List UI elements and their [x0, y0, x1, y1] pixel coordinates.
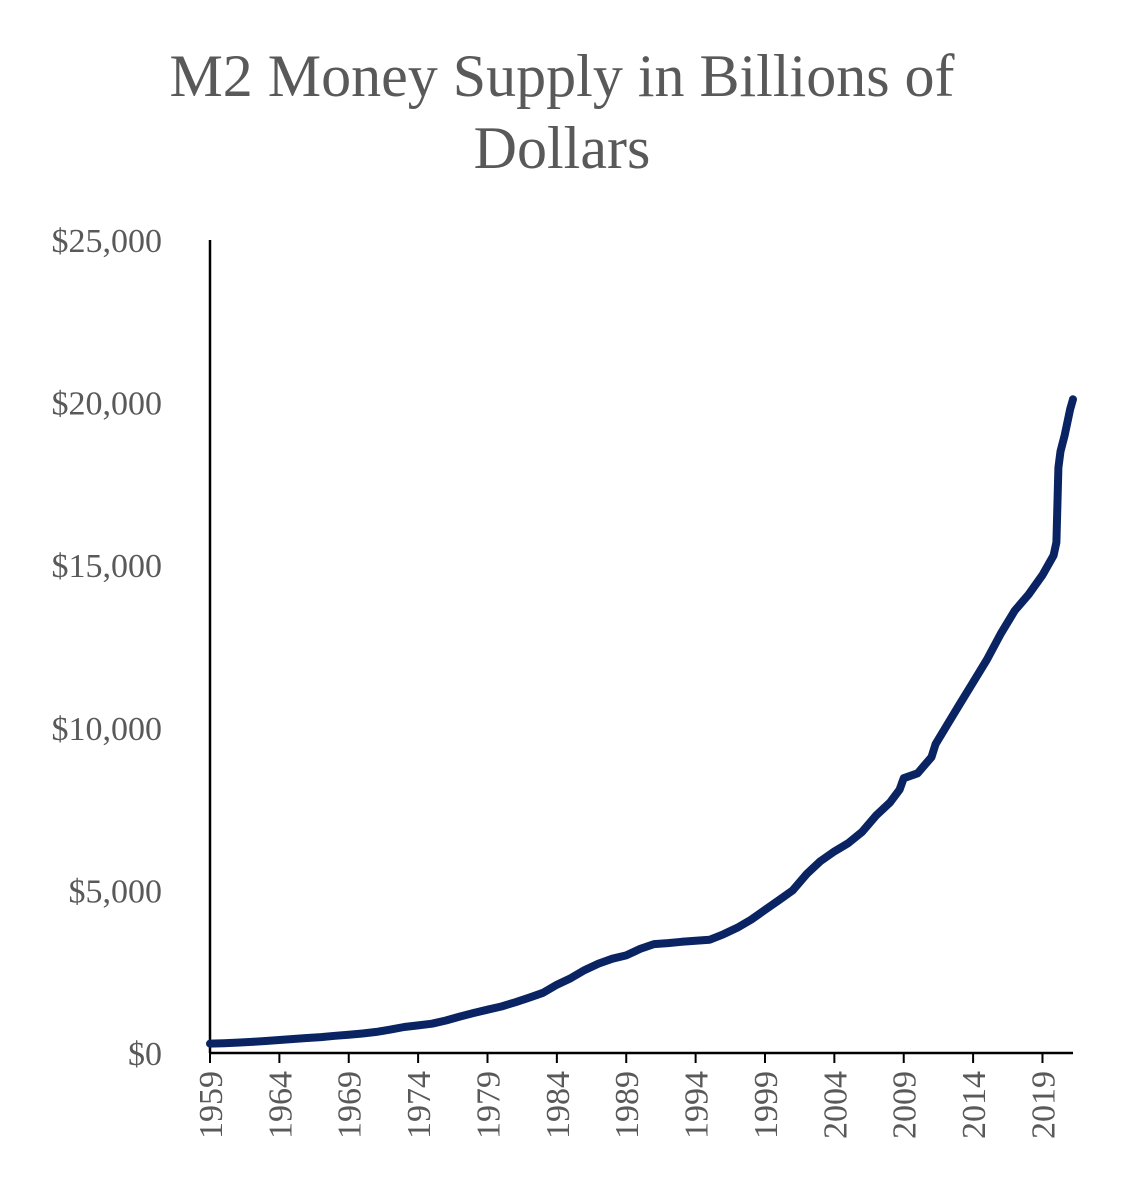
series-group [206, 395, 1077, 1048]
y-tick-label: $20,000 [52, 386, 163, 423]
chart-title-line-2: Dollars [474, 115, 651, 181]
x-tick-label: 2014 [956, 1071, 993, 1139]
y-tick-label: $5,000 [69, 873, 163, 910]
x-tick-label: 1989 [609, 1071, 646, 1139]
chart-title-line-1: M2 Money Supply in Billions of [169, 43, 954, 109]
x-tick-label: 1969 [332, 1071, 369, 1139]
x-axis-tick-labels: 1959 1964 1969 1974 1979 1984 1989 1994 1999 2004… [193, 1071, 1062, 1139]
x-tick-label: 2019 [1025, 1071, 1062, 1139]
x-tick-label: 1979 [470, 1071, 507, 1139]
y-tick-label: $10,000 [52, 711, 163, 748]
y-tick-label: $25,000 [52, 223, 163, 260]
x-tick-label: 1959 [193, 1071, 230, 1139]
x-tick-label: 1964 [262, 1071, 299, 1139]
series-line-m2 [206, 395, 1077, 1048]
x-tick-label: 1984 [540, 1071, 577, 1139]
y-tick-label: $15,000 [52, 548, 163, 585]
x-tick-label: 1974 [401, 1071, 438, 1139]
x-tick-label: 2009 [887, 1071, 924, 1139]
y-tick-label: $0 [128, 1036, 162, 1073]
x-tick-label: 1994 [679, 1071, 716, 1139]
x-axis-tick-marks [209, 1053, 1044, 1063]
x-tick-label: 2004 [817, 1071, 854, 1139]
y-axis-tick-labels: $0 $5,000 $10,000 $15,000 $20,000 $25,000 [52, 223, 163, 1073]
x-tick-label: 1999 [748, 1071, 785, 1139]
